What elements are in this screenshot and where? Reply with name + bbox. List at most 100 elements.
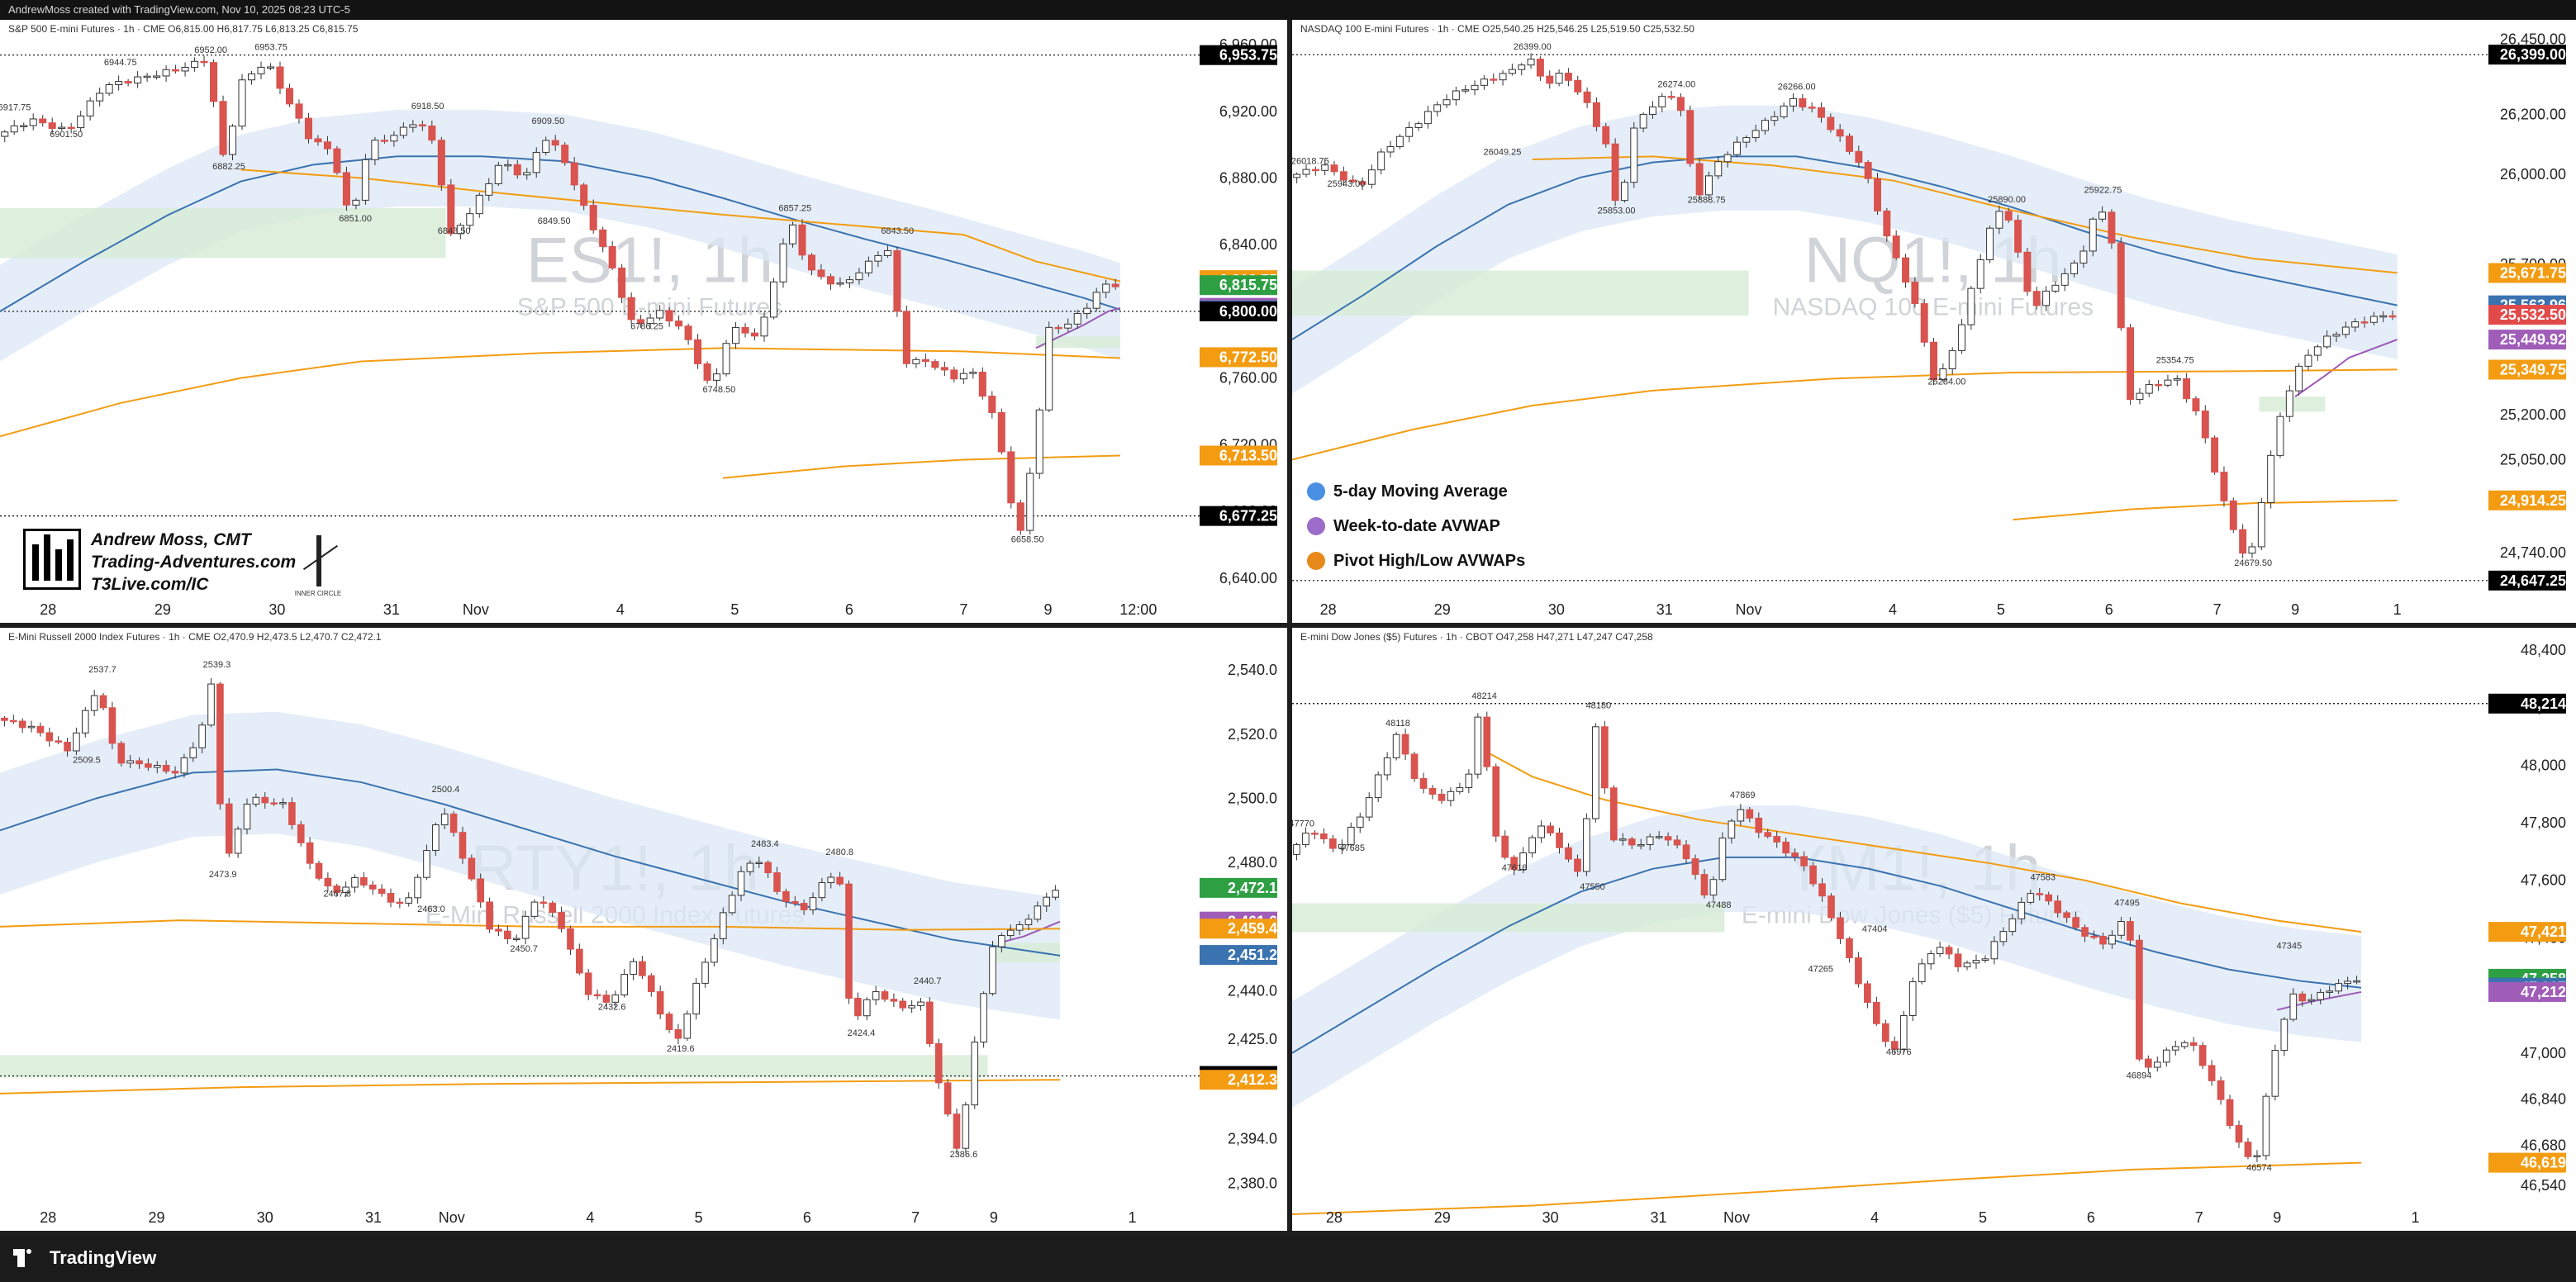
candle-body xyxy=(1927,953,1935,965)
candle-body xyxy=(998,935,1005,947)
candle-body xyxy=(1995,211,2003,229)
candle-body xyxy=(1073,313,1081,325)
candle-body xyxy=(257,66,265,74)
candle-body xyxy=(890,999,898,1002)
candle-body xyxy=(1874,178,1881,211)
candle-body xyxy=(542,140,550,153)
candle-body xyxy=(1704,175,1713,196)
candle-body xyxy=(1664,836,1672,841)
candle-body xyxy=(2027,893,2035,903)
candle-body xyxy=(153,764,161,768)
candle-body xyxy=(1392,734,1400,758)
candle-body xyxy=(570,162,578,186)
price-tag-label: 2,459.4 xyxy=(1228,920,1277,937)
y-tick-label: 47,600 xyxy=(2521,872,2566,889)
price-tag-label: 6,800.00 xyxy=(1219,303,1277,320)
candle-body xyxy=(2162,1049,2170,1063)
author-text-block: Andrew Moss, CMT Trading-Adventures.com … xyxy=(91,529,296,596)
y-tick-label: 2,440.0 xyxy=(1228,983,1277,999)
candle-body xyxy=(2217,1080,2225,1100)
price-tag xyxy=(1200,45,1277,65)
candle-body xyxy=(1846,938,1853,959)
candle-body xyxy=(773,872,781,892)
candle-body xyxy=(539,901,548,905)
indicator-line-ma xyxy=(1292,856,2362,1054)
candle-body xyxy=(845,279,853,283)
candle-body xyxy=(1718,838,1727,881)
candle-body xyxy=(827,876,835,884)
indicator-line-wtd xyxy=(2294,339,2398,397)
candle-body xyxy=(1883,210,1891,237)
candle-body xyxy=(2079,250,2088,264)
support-zone xyxy=(1292,903,1725,933)
candle-body xyxy=(2051,284,2060,292)
chart-panel-rty[interactable]: RTY1!, 1hE-Mini Russell 2000 Index Futur… xyxy=(0,628,1287,1231)
candle-body xyxy=(874,254,882,262)
indicator-line-ma xyxy=(0,155,1121,312)
price-tag-label: 46,619 xyxy=(2521,1155,2566,1171)
price-tag-label: 25,449.92 xyxy=(2500,331,2566,348)
candle-body xyxy=(1609,787,1618,841)
tradingview-logo[interactable]: TradingView xyxy=(13,1247,156,1269)
candle-body xyxy=(1667,96,1675,98)
price-tag-label: 47,212 xyxy=(2521,984,2566,1000)
candle-body xyxy=(1556,832,1563,848)
candle-body xyxy=(2136,939,2143,1060)
price-tag xyxy=(2488,45,2566,65)
author-site[interactable]: Trading-Adventures.com xyxy=(91,553,297,572)
x-tick-label: 7 xyxy=(911,1209,920,1226)
chart-ym-svg[interactable]: YM1!, 1hE-mini Dow Jones ($5) Futures482… xyxy=(1292,628,2576,1231)
candle-body xyxy=(440,813,449,826)
candle-body xyxy=(1452,90,1460,101)
candle-body xyxy=(288,802,296,825)
candle-body xyxy=(64,741,71,752)
candle-body xyxy=(940,367,948,371)
chart-panel-es[interactable]: ES1!, 1h S&P 500 E-mini Futures 6944.75 695… xyxy=(0,20,1287,623)
candle-body xyxy=(380,140,388,142)
candle-body xyxy=(674,1028,682,1039)
candle-body xyxy=(549,902,557,914)
candle-body xyxy=(153,75,161,78)
candle-body xyxy=(1447,791,1455,801)
candle-body xyxy=(333,148,341,173)
candle-body xyxy=(2248,546,2256,554)
candle-body xyxy=(532,151,540,173)
candle-body xyxy=(67,126,75,130)
candle-body xyxy=(584,972,592,995)
price-tag xyxy=(1200,445,1277,466)
candle-body xyxy=(917,1001,924,1006)
candle-body xyxy=(1419,777,1428,789)
candle-body xyxy=(1433,104,1442,112)
candle-body xyxy=(1770,116,1779,121)
x-tick-label: 6 xyxy=(2087,1209,2095,1226)
candle-body xyxy=(665,1014,673,1030)
candle-body xyxy=(1855,957,1862,985)
chart-panel-nq[interactable]: NQ1!, 1h NASDAQ 100 E-mini Futures 26399.0… xyxy=(1292,20,2576,623)
chart-es-svg[interactable]: ES1!, 1hS&P 500 E-mini Futures6944.75695… xyxy=(0,20,1287,623)
candle-body xyxy=(1015,924,1024,931)
candle-body xyxy=(360,876,368,886)
candle-body xyxy=(1611,143,1619,202)
candle-body xyxy=(818,882,826,899)
legend-dot-icon xyxy=(1307,552,1325,570)
candle-body xyxy=(2108,211,2116,244)
candle-body xyxy=(90,695,98,711)
candle-body xyxy=(1827,116,1835,131)
candle-body xyxy=(969,372,977,374)
candle-body xyxy=(143,75,151,78)
candle-body xyxy=(2054,900,2062,914)
candle-body xyxy=(2127,327,2135,401)
candle-body xyxy=(580,184,588,207)
candle-body xyxy=(428,126,436,141)
y-tick-label: 24,740.00 xyxy=(2500,544,2566,561)
chart-rty-svg[interactable]: RTY1!, 1hE-Mini Russell 2000 Index Futur… xyxy=(0,628,1287,1231)
candle-body xyxy=(665,310,673,322)
candle-body xyxy=(449,813,458,833)
price-tag-label: 25,671.75 xyxy=(2500,264,2566,281)
chart-panel-ym[interactable]: YM1!, 1hE-mini Dow Jones ($5) Futures482… xyxy=(1292,628,2576,1231)
chart-header: S&P 500 E-mini Futures · 1h · CME O6,815… xyxy=(8,23,359,35)
candle-body xyxy=(788,224,797,245)
y-tick-label: 2,520.0 xyxy=(1228,726,1277,743)
author-site-2[interactable]: T3Live.com/IC xyxy=(91,575,209,594)
